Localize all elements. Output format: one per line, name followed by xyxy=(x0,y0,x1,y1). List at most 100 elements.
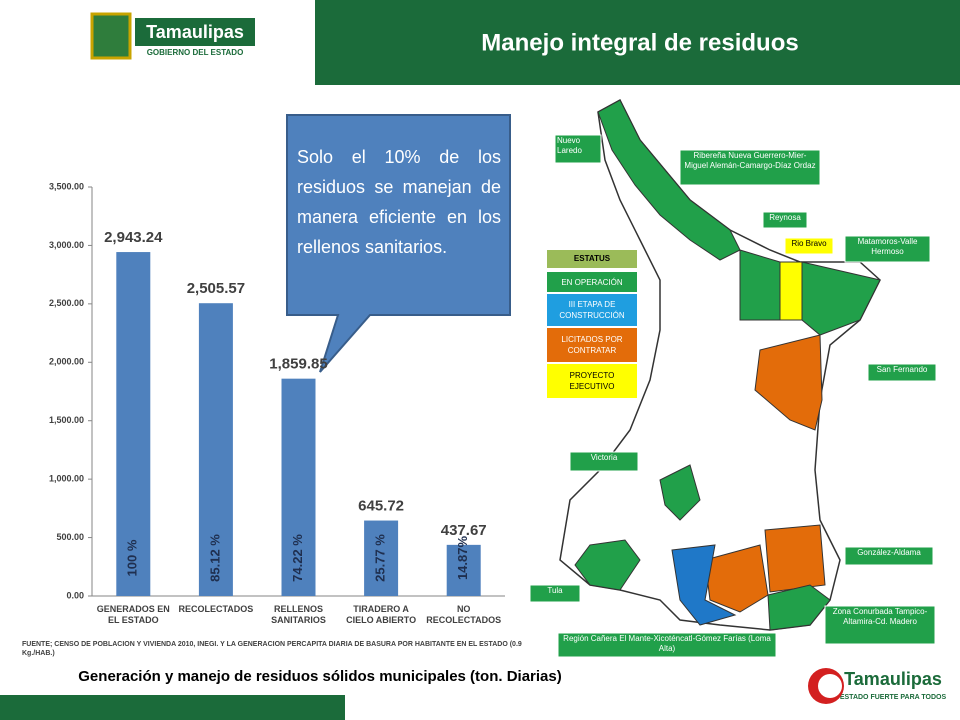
y-tick-label: 500.00 xyxy=(56,532,84,542)
map-label-bg xyxy=(529,584,581,603)
value-label: 437.67 xyxy=(441,522,487,539)
region-san-fernando xyxy=(754,334,823,431)
map-label-bg xyxy=(554,134,602,164)
bar xyxy=(198,303,233,596)
footer-band xyxy=(0,695,345,720)
legend-title: ESTATUS xyxy=(574,254,611,263)
y-tick-label: 2,000.00 xyxy=(49,357,84,367)
legend-label: PROYECTO EJECUTIVO xyxy=(569,371,615,391)
map-label: Ribereña Nueva Guerrero-Mier-Miguel Alem… xyxy=(684,151,816,170)
region-tula xyxy=(574,539,641,591)
x-tick-label-box: NO RECOLECTADOS xyxy=(426,604,501,625)
legend-label-box: EN OPERACIÓN xyxy=(561,277,623,287)
map-label-bg xyxy=(557,632,777,658)
map-label-bg xyxy=(784,237,834,255)
legend-label-box: LICITADOS POR CONTRATAR xyxy=(561,335,623,355)
legend-label: LICITADOS POR CONTRATAR xyxy=(561,335,623,355)
footer-logo-subtitle: ESTADO FUERTE PARA TODOS xyxy=(840,694,947,701)
map-label-box: Región Cañera El Mante-Xicoténcatl-Gómez… xyxy=(563,634,771,653)
map-label-bg xyxy=(844,235,931,263)
region-reynosa xyxy=(739,249,781,321)
map-label-box: Zona Conurbada Tampico-Altamira-Cd. Made… xyxy=(833,607,928,626)
map-label: González-Aldama xyxy=(857,548,921,557)
map-label-bg xyxy=(867,363,937,382)
map-label-box: Reynosa xyxy=(769,213,801,222)
footer-logo-name: Tamaulipas xyxy=(844,669,942,689)
region-mante xyxy=(704,544,769,613)
map-label: Matamoros-Valle Hermoso xyxy=(857,237,918,256)
bar xyxy=(446,544,481,596)
logo-name: Tamaulipas xyxy=(146,22,244,42)
region-canera xyxy=(671,544,737,626)
legend-label: EN OPERACIÓN xyxy=(561,277,623,287)
callout-bubble xyxy=(286,114,511,373)
y-tick-label: 1,500.00 xyxy=(49,415,84,425)
map-label-box: González-Aldama xyxy=(857,548,921,557)
x-tick-label: TIRADERO A CIELO ABIERTO xyxy=(346,604,417,625)
legend-title-box xyxy=(547,250,637,268)
map-label-box: San Fernando xyxy=(876,365,928,374)
logo-subtitle: GOBIERNO DEL ESTADO xyxy=(147,48,244,57)
bar xyxy=(364,520,399,596)
map-label-bg xyxy=(844,546,934,566)
legend-label-box: III ETAPA DE CONSTRUCCIÓN xyxy=(559,300,625,320)
coat-of-arms xyxy=(90,12,132,60)
bar-annotation: 100 % xyxy=(125,539,140,576)
footer-emblem-inner xyxy=(818,674,842,698)
bar xyxy=(281,378,316,596)
bar xyxy=(116,252,151,596)
map-label-box: Rio Bravo xyxy=(791,239,827,248)
x-tick-label-box: RELLENOS SANITARIOS xyxy=(271,604,326,625)
map xyxy=(559,98,881,631)
map-label-box: Ribereña Nueva Guerrero-Mier-Miguel Alem… xyxy=(684,151,816,170)
bar-annotation: 14.87% xyxy=(455,536,470,581)
chart-source: FUENTE; CENSO DE POBLACION Y VIVIENDA 20… xyxy=(22,641,522,657)
bar-annotation: 74.22 % xyxy=(290,534,305,582)
region-gonzalez xyxy=(764,524,826,593)
map-label: Reynosa xyxy=(769,213,801,222)
callout-box: Solo el 10% de los residuos se manejan d… xyxy=(297,147,501,257)
x-tick-label-box: GENERADOS EN EL ESTADO xyxy=(97,604,170,625)
region-tampico xyxy=(767,584,831,631)
map-label-bg xyxy=(762,211,808,229)
value-label: 2,943.24 xyxy=(104,229,163,246)
chart-caption: Generación y manejo de residuos sólidos … xyxy=(78,668,561,685)
map-label: San Fernando xyxy=(876,365,928,374)
map-label-box: Matamoros-Valle Hermoso xyxy=(857,237,918,256)
map-label-box: Nuevo Laredo xyxy=(557,136,582,155)
x-tick-label-box: RECOLECTADOS xyxy=(178,604,254,614)
map-label-bg xyxy=(569,451,639,472)
value-label: 2,505.57 xyxy=(187,280,245,297)
map-label-box: Tula xyxy=(547,586,563,595)
x-tick-label: RELLENOS SANITARIOS xyxy=(271,604,326,625)
header-band xyxy=(315,0,960,85)
y-tick-label: 3,500.00 xyxy=(49,181,84,191)
map-label: Victoria xyxy=(590,453,618,462)
map-label: Rio Bravo xyxy=(791,239,827,248)
value-label: 1,859.85 xyxy=(269,356,327,373)
legend-swatch xyxy=(547,364,637,398)
legend-label-box: PROYECTO EJECUTIVO xyxy=(569,371,615,391)
map-label: Tula xyxy=(547,586,563,595)
x-tick-label-box: TIRADERO A CIELO ABIERTO xyxy=(346,604,417,625)
callout-text: Solo el 10% de los residuos se manejan d… xyxy=(297,147,501,257)
region-rio-bravo xyxy=(779,261,803,321)
map-label-bg xyxy=(679,149,821,186)
legend-swatch xyxy=(547,272,637,292)
map-label-box: Victoria xyxy=(590,453,618,462)
map-label: Nuevo Laredo xyxy=(557,136,582,155)
map-label: Región Cañera El Mante-Xicoténcatl-Gómez… xyxy=(563,634,771,653)
y-tick-label: 3,000.00 xyxy=(49,240,84,250)
region-matamoros xyxy=(801,261,881,336)
legend-swatch xyxy=(547,294,637,326)
bar-annotation: 25.77 % xyxy=(373,534,388,582)
value-label: 645.72 xyxy=(358,498,404,515)
y-tick-label: 1,000.00 xyxy=(49,474,84,484)
bar-annotation: 85.12 % xyxy=(207,534,222,582)
map-label-bg xyxy=(824,605,936,645)
logo-box xyxy=(135,18,255,46)
region-victoria xyxy=(659,464,701,521)
x-tick-label: RECOLECTADOS xyxy=(178,604,254,614)
legend-label: III ETAPA DE CONSTRUCCIÓN xyxy=(559,300,625,320)
